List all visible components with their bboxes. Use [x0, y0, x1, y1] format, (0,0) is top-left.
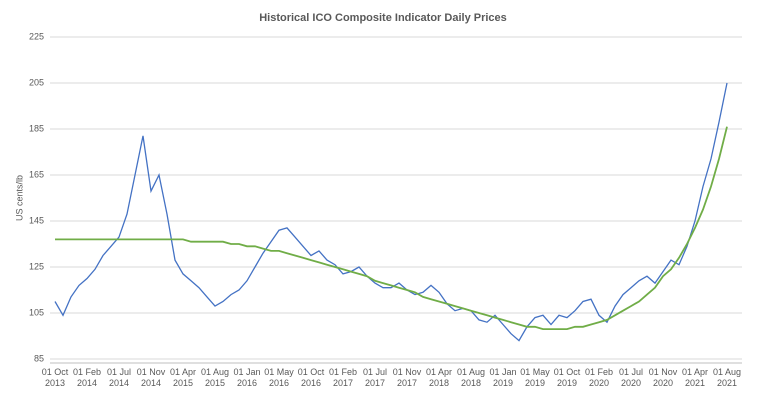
- x-tick-label: 01 Jan 2019: [489, 367, 517, 388]
- x-tick-label: 01 Jan 2016: [233, 367, 261, 388]
- x-tick-label: 01 Apr 2018: [425, 367, 453, 388]
- x-tick-label: 01 Oct 2013: [41, 367, 69, 388]
- x-tick-label: 01 Feb 2020: [584, 367, 614, 388]
- y-tick-label: 205: [29, 77, 44, 87]
- y-axis-label: US cents/lb: [14, 175, 24, 221]
- x-tick-label: 01 Aug 2021: [712, 367, 742, 388]
- x-tick-label: 01 Apr 2021: [681, 367, 709, 388]
- x-tick-label: 01 Nov 2014: [136, 367, 166, 388]
- y-tick-label: 85: [34, 353, 44, 363]
- y-tick-label: 185: [29, 123, 44, 133]
- x-tick-label: 01 Nov 2020: [648, 367, 678, 388]
- series-line: [54, 82, 728, 342]
- y-tick-label: 165: [29, 169, 44, 179]
- x-tick-label: 01 Oct 2019: [553, 367, 581, 388]
- x-tick-label: 01 Feb 2014: [72, 367, 102, 388]
- x-tick-label: 01 Nov 2017: [392, 367, 422, 388]
- x-tick-label: 01 May 2019: [520, 367, 550, 388]
- x-tick-label: 01 Aug 2015: [200, 367, 230, 388]
- x-tick-label: 01 Jul 2017: [362, 367, 388, 388]
- x-tick-label: 01 Apr 2015: [169, 367, 197, 388]
- y-tick-label: 225: [29, 31, 44, 41]
- x-tick-label: 01 Jul 2020: [618, 367, 644, 388]
- x-tick-label: 01 Aug 2018: [456, 367, 486, 388]
- x-tick-label: 01 Feb 2017: [328, 367, 358, 388]
- x-tick-label: 01 Oct 2016: [297, 367, 325, 388]
- x-tick-label: 01 Jul 2014: [106, 367, 132, 388]
- series-line: [55, 126, 728, 330]
- y-tick-label: 125: [29, 261, 44, 271]
- y-tick-label: 145: [29, 215, 44, 225]
- x-tick-label: 01 May 2016: [264, 367, 294, 388]
- y-tick-label: 105: [29, 307, 44, 317]
- chart-title: Historical ICO Composite Indicator Daily…: [259, 12, 507, 24]
